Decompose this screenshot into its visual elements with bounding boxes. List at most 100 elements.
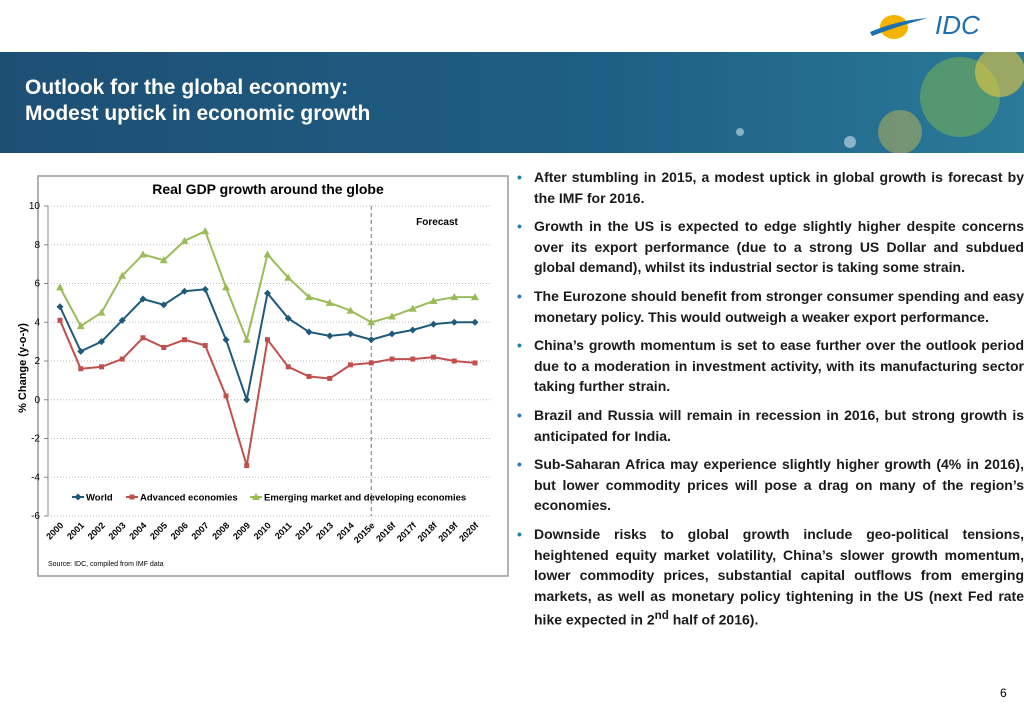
marker <box>160 301 168 309</box>
marker <box>181 287 188 295</box>
y-tick-label: 4 <box>34 317 40 328</box>
marker <box>450 293 459 301</box>
marker <box>410 356 416 362</box>
bullet-text: Growth in the US is expected to edge sli… <box>534 218 1024 276</box>
marker <box>57 317 63 323</box>
marker <box>74 493 82 501</box>
y-tick-label: -6 <box>31 511 40 522</box>
marker <box>252 493 260 500</box>
marker <box>98 338 105 346</box>
chart-title: Real GDP growth around the globe <box>152 181 384 197</box>
marker <box>243 396 251 404</box>
marker <box>222 283 230 291</box>
logo: IDC <box>935 10 980 40</box>
marker <box>264 289 271 297</box>
marker <box>78 366 84 372</box>
bullet-text: Sub-Saharan Africa may experience slight… <box>534 456 1024 514</box>
chart-frame <box>37 175 509 577</box>
bullet-text: half of 2016). <box>668 611 759 628</box>
source-note: Source: IDC, compiled from IMF data <box>48 561 164 568</box>
chart: Real GDP growth around the globe % Chang… <box>17 175 509 577</box>
marker <box>56 303 64 311</box>
marker <box>182 337 187 343</box>
marker <box>222 336 230 344</box>
marker <box>431 354 436 360</box>
marker <box>180 236 189 244</box>
marker <box>201 285 209 293</box>
marker <box>429 296 438 304</box>
marker <box>223 393 229 399</box>
y-tick-label: 10 <box>29 201 41 212</box>
y-tick-label: 2 <box>34 356 40 367</box>
y-axis-label: % Change (y-o-y) <box>17 323 29 413</box>
y-tick-label: -4 <box>31 472 40 483</box>
header-decoration <box>736 52 1024 153</box>
bullet: Sub-Saharan Africa may experience slight… <box>517 454 1024 516</box>
marker <box>97 308 106 316</box>
marker <box>242 335 251 343</box>
marker <box>368 360 374 366</box>
marker <box>305 293 313 301</box>
marker <box>305 328 313 336</box>
marker <box>56 283 64 291</box>
bullet-text: Downside risks to global growth include … <box>534 525 1024 628</box>
marker <box>265 337 270 343</box>
bullet-text: China’s growth momentum is set to ease f… <box>534 337 1024 395</box>
marker <box>306 374 312 379</box>
marker <box>201 227 210 235</box>
bullet: The Eurozone should benefit from stronge… <box>517 286 1024 327</box>
marker <box>76 322 85 330</box>
marker <box>326 332 334 340</box>
marker <box>285 364 291 370</box>
annotation: Forecast <box>416 217 458 228</box>
superscript: nd <box>654 609 669 623</box>
bullet: Growth in the US is expected to edge sli… <box>517 216 1024 278</box>
marker <box>471 318 479 326</box>
header: Outlook for the global economy: Modest u… <box>0 52 1024 153</box>
header-title: Modest uptick in economic growth <box>25 102 371 125</box>
bullet-text: After stumbling in 2015, a modest uptick… <box>534 169 1024 206</box>
marker <box>244 463 250 469</box>
marker <box>119 356 125 362</box>
marker <box>388 312 396 320</box>
y-tick-label: 0 <box>34 395 40 406</box>
marker <box>348 362 353 368</box>
marker <box>284 314 292 322</box>
logo-mark <box>870 15 928 39</box>
marker <box>139 250 147 258</box>
bullet-text: The Eurozone should benefit from stronge… <box>534 287 1024 325</box>
marker <box>118 271 127 279</box>
legend-label: Advanced economies <box>140 493 238 504</box>
marker <box>325 298 334 306</box>
marker <box>472 360 478 366</box>
marker <box>327 375 333 381</box>
marker <box>161 344 167 350</box>
bullet: Downside risks to global growth include … <box>517 524 1024 631</box>
bullet: After stumbling in 2015, a modest uptick… <box>517 167 1024 208</box>
marker <box>139 295 147 303</box>
marker <box>347 330 354 338</box>
marker <box>263 250 272 258</box>
marker <box>409 326 417 334</box>
marker <box>284 273 293 281</box>
marker <box>430 320 437 328</box>
marker <box>388 330 396 338</box>
marker <box>77 347 85 355</box>
marker <box>450 318 458 326</box>
bullet-text: Brazil and Russia will remain in recessi… <box>534 406 1024 444</box>
page-number: 6 <box>1000 686 1007 700</box>
legend-label: Emerging market and developing economies <box>264 493 466 504</box>
marker <box>129 494 135 500</box>
marker <box>408 304 417 312</box>
marker <box>118 316 126 324</box>
marker <box>159 256 168 264</box>
y-tick-label: 6 <box>34 279 40 290</box>
bullet-list: After stumbling in 2015, a modest uptick… <box>516 167 1024 639</box>
bullet: China’s growth momentum is set to ease f… <box>517 335 1024 397</box>
marker <box>471 293 479 301</box>
y-tick-label: -2 <box>31 434 40 445</box>
header-title: Outlook for the global economy: <box>25 76 349 99</box>
marker <box>451 358 457 364</box>
y-tick-label: 8 <box>34 240 40 251</box>
